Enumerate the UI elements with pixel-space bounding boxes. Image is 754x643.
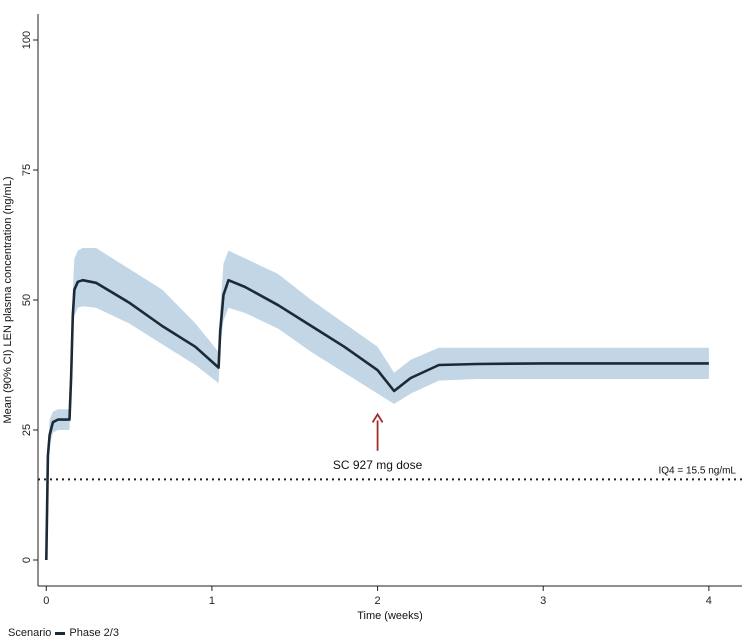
confidence-band-layer [46, 248, 709, 560]
y-tick-label-0: 0 [21, 557, 33, 563]
ci-band-series-0 [46, 248, 709, 560]
x-axis-title: Time (weeks) [357, 610, 423, 622]
x-tick-label-4: 4 [706, 595, 712, 607]
annotation-layer: SC 927 mg dose [333, 412, 423, 472]
legend: Scenario Phase 2/3 [8, 627, 119, 639]
y-tick-label-1: 25 [21, 424, 33, 436]
y-tick-label-3: 75 [21, 164, 33, 176]
legend-swatch-phase-2-3 [55, 628, 66, 638]
x-tick-label-2: 2 [375, 595, 381, 607]
axes-layer: 0 1 2 3 4 0 25 50 75 100 Time (weeks) Mean (90% CI)… [2, 14, 742, 622]
x-tick-label-0: 0 [43, 595, 49, 607]
y-axis-title: Mean (90% CI) LEN plasma concentration (… [2, 177, 14, 424]
y-tick-label-2: 50 [21, 294, 33, 306]
mean-line-layer [45, 278, 709, 561]
reference-line-layer: IQ4 = 15.5 ng/mL [38, 465, 742, 481]
y-tick-label-4: 100 [21, 31, 33, 49]
annotation-label-0: SC 927 mg dose [333, 458, 423, 472]
reference-line-label: IQ4 = 15.5 ng/mL [658, 465, 736, 476]
legend-entry-phase-2-3: Phase 2/3 [69, 627, 119, 639]
mean-line-series-0 [45, 278, 709, 561]
annotation-arrow-head-0 [371, 412, 384, 423]
x-tick-label-3: 3 [540, 595, 546, 607]
legend-title: Scenario [8, 627, 52, 639]
x-tick-label-1: 1 [209, 595, 215, 607]
